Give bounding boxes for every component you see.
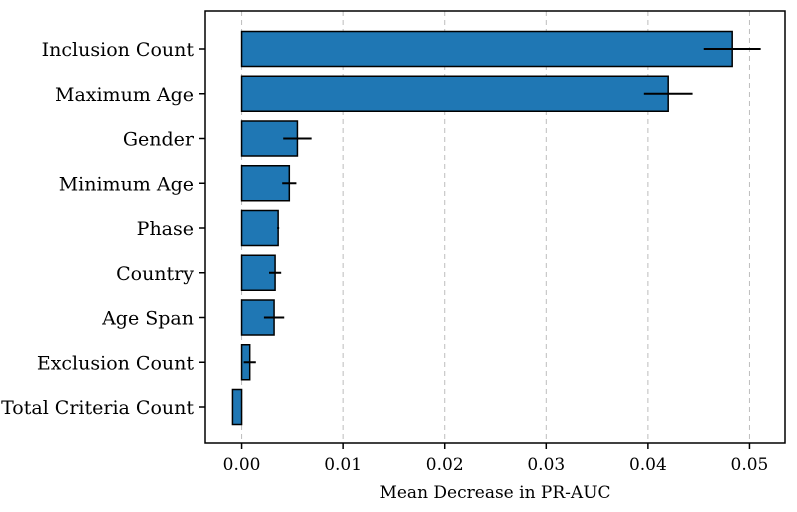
category-label: Gender	[123, 129, 195, 151]
category-label: Exclusion Count	[37, 352, 195, 374]
category-label: Age Span	[101, 308, 194, 330]
bar	[240, 209, 279, 247]
category-label: Phase	[137, 218, 194, 240]
category-label: Country	[116, 263, 194, 285]
x-axis-ticks: 0.00 0.01 0.02 0.03 0.04 0.05	[223, 443, 769, 475]
x-axis-label: Mean Decrease in PR-AUC	[379, 483, 610, 503]
x-tick-label: 0.04	[629, 455, 667, 475]
bar	[240, 165, 291, 202]
category-label: Total Criteria Count	[1, 397, 194, 419]
bars	[231, 30, 733, 426]
x-tick-label: 0.00	[223, 455, 261, 475]
x-tick-label: 0.03	[527, 455, 565, 475]
category-label: Inclusion Count	[42, 39, 195, 61]
category-labels: Inclusion Count Maximum Age Gender Minimum …	[1, 39, 205, 419]
x-tick-label: 0.01	[324, 455, 362, 475]
x-tick-label: 0.02	[426, 455, 464, 475]
category-label: Maximum Age	[55, 84, 194, 106]
bar	[240, 30, 733, 68]
bar	[231, 388, 243, 426]
error-bars	[243, 48, 761, 364]
category-label: Minimum Age	[59, 173, 194, 195]
x-tick-label: 0.05	[731, 455, 769, 475]
bar	[240, 75, 669, 112]
plot-frame	[204, 10, 786, 444]
